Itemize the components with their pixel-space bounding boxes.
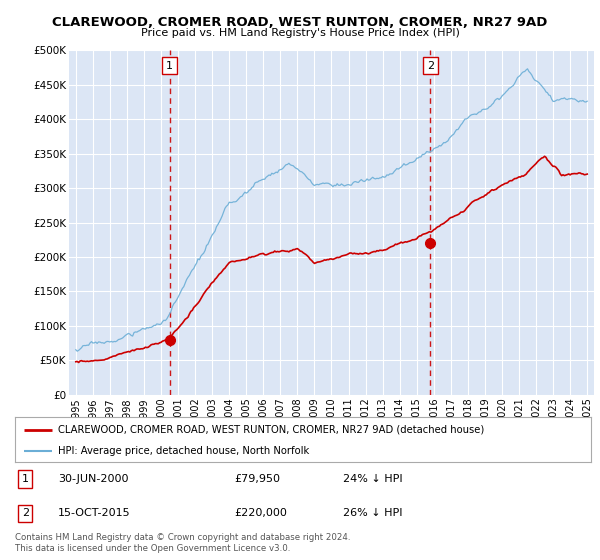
Text: 26% ↓ HPI: 26% ↓ HPI bbox=[343, 508, 403, 518]
Text: 30-JUN-2000: 30-JUN-2000 bbox=[58, 474, 128, 484]
Text: £79,950: £79,950 bbox=[234, 474, 280, 484]
Text: Price paid vs. HM Land Registry's House Price Index (HPI): Price paid vs. HM Land Registry's House … bbox=[140, 28, 460, 38]
Text: 2: 2 bbox=[427, 60, 434, 71]
Text: CLAREWOOD, CROMER ROAD, WEST RUNTON, CROMER, NR27 9AD (detached house): CLAREWOOD, CROMER ROAD, WEST RUNTON, CRO… bbox=[58, 424, 484, 435]
Text: 15-OCT-2015: 15-OCT-2015 bbox=[58, 508, 131, 518]
Text: CLAREWOOD, CROMER ROAD, WEST RUNTON, CROMER, NR27 9AD: CLAREWOOD, CROMER ROAD, WEST RUNTON, CRO… bbox=[52, 16, 548, 29]
Text: Contains HM Land Registry data © Crown copyright and database right 2024.
This d: Contains HM Land Registry data © Crown c… bbox=[15, 533, 350, 553]
Text: 24% ↓ HPI: 24% ↓ HPI bbox=[343, 474, 403, 484]
Text: £220,000: £220,000 bbox=[234, 508, 287, 518]
Text: HPI: Average price, detached house, North Norfolk: HPI: Average price, detached house, Nort… bbox=[58, 446, 310, 456]
Text: 1: 1 bbox=[166, 60, 173, 71]
Text: 2: 2 bbox=[22, 508, 29, 518]
Text: 1: 1 bbox=[22, 474, 29, 484]
